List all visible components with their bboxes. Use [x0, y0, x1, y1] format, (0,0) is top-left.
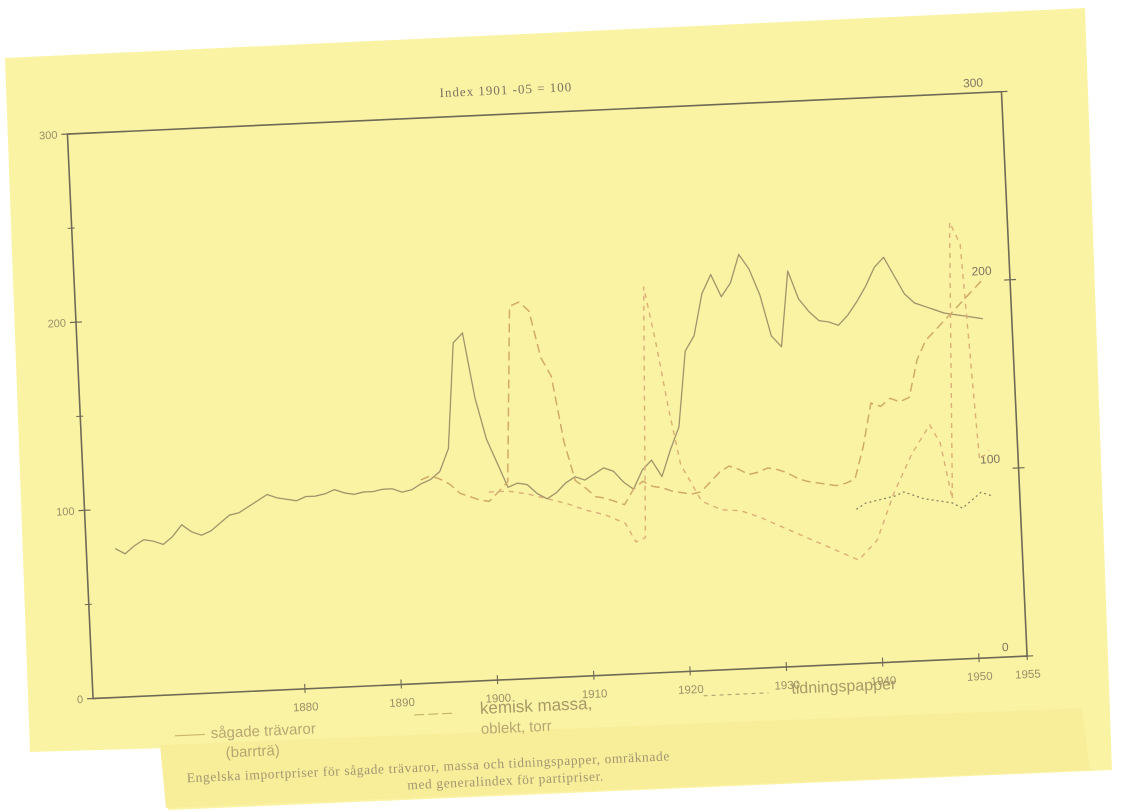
plot-frame [66, 90, 1028, 700]
legend-item-kemisk: kemisk massa, oblekt, torr [414, 694, 593, 738]
right-tick-100 [1012, 467, 1025, 469]
x-axis: 1880 1890 1900 1910 1920 1930 1940 1950 1955 [293, 651, 1041, 714]
right-tick-200 [1003, 278, 1017, 281]
left-tick-100 [78, 509, 91, 512]
series-kemisk-massa [420, 280, 982, 506]
x-tick-label-1900: 1900 [485, 693, 511, 706]
left-tick-label-300: 300 [39, 130, 58, 143]
legend: sågade trävaror (barrträ) kemisk massa, … [174, 676, 897, 762]
left-tick-300 [61, 133, 74, 135]
x-tick-label-1920: 1920 [678, 684, 704, 697]
legend-label-kemisk-sub: oblekt, torr [480, 718, 552, 738]
x-tick-label-1880: 1880 [293, 701, 319, 714]
x-tick-label-1910: 1910 [582, 688, 608, 701]
x-tick-label-1890: 1890 [389, 697, 415, 710]
left-tick-label-0: 0 [77, 694, 84, 706]
left-tick-0 [87, 697, 100, 700]
series-layer [114, 221, 992, 561]
right-tick-label-300: 300 [963, 75, 984, 90]
series-lower-dotted [856, 491, 992, 510]
legend-item-sagade: sågade trävaror (barrträ) [174, 720, 316, 762]
series-sagade-ink [115, 253, 983, 555]
legend-label-sagade: sågade trävaror [210, 720, 316, 742]
x-tick-label-1930: 1930 [774, 679, 800, 692]
legend-label-sagade-sub: (barrträ) [225, 742, 280, 761]
legend-item-tidning: tidningspapper [703, 676, 897, 698]
right-axis: 0 100 200 300 [963, 75, 1034, 657]
left-tick-200 [69, 321, 82, 324]
left-tick-label-200: 200 [47, 318, 66, 331]
right-tick-300 [995, 90, 1008, 93]
series-tidningspapper [488, 221, 990, 561]
x-tick-label-1940: 1940 [870, 675, 896, 688]
legend-label-kemisk: kemisk massa, [479, 694, 592, 718]
series-sagade-travaror [114, 253, 983, 555]
legend-label-tidning: tidningspapper [791, 676, 897, 698]
caption-strip [160, 708, 1090, 808]
left-tick-label-100: 100 [56, 506, 75, 519]
left-axis: 0 100 200 300 [39, 130, 100, 706]
x-tick-label-1955: 1955 [1015, 668, 1041, 681]
x-tick-label-1950: 1950 [967, 671, 993, 684]
right-tick-label-0: 0 [1002, 640, 1010, 654]
paper-sheet [5, 8, 1112, 810]
right-tick-label-100: 100 [980, 452, 1001, 467]
chart-title: Index 1901 -05 = 100 [439, 79, 572, 100]
right-tick-label-200: 200 [971, 264, 992, 279]
